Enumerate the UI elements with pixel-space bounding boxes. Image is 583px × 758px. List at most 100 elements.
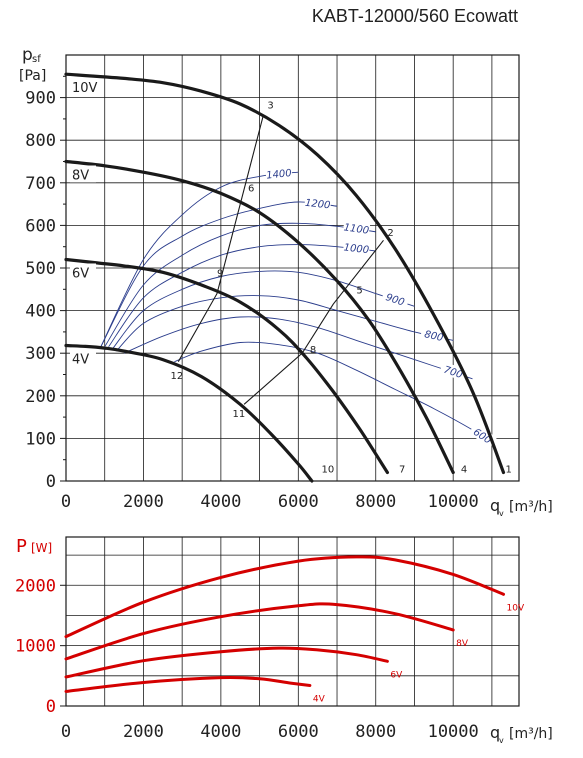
y-tick-label: 900 [25,89,56,109]
power-curve [64,602,455,661]
operating-point-label: 12 [171,371,184,382]
system-line [243,239,384,405]
iso-label-group: 1200 [304,195,332,212]
x-axis-label-sub: v [499,509,504,518]
operating-point-label: 4 [461,464,467,475]
y-tick-label: 300 [25,344,56,364]
y-axis-label: P [16,536,27,557]
series-label: 6V [390,670,403,680]
x-tick-label: 2000 [123,722,164,742]
fan-curve [64,159,455,475]
x-axis-label: q [490,723,500,742]
y-axis-unit: [W] [31,541,52,555]
series-label-bg [70,263,96,281]
iso-label: 900 [384,292,406,308]
x-axis-label: q [490,496,500,515]
x-tick-label: 0 [61,722,71,742]
iso-curve [123,316,473,380]
operating-point-label: 9 [217,269,223,280]
operating-point-label: 2 [387,228,393,239]
fan-curve [64,343,314,483]
operating-point-label: 10 [322,464,335,475]
x-axis-unit: [m³/h] [509,499,553,515]
iso-label: 1000 [343,242,370,256]
y-tick-label: 0 [46,472,56,492]
operating-point-label: 6 [248,183,254,194]
series-label-bg [70,165,96,183]
operating-point-label: 1 [505,464,511,475]
plot-frame [65,536,520,707]
fan-curve [64,257,389,475]
iso-label-bg [342,240,371,256]
iso-label: 1100 [343,222,370,236]
series-label: 4V [313,694,326,704]
y-tick-label: 700 [25,174,56,194]
y-tick-label: 1000 [15,637,56,657]
y-tick-label: 200 [25,387,56,407]
x-tick-label: 8000 [355,722,396,742]
x-axis-label-sub: v [499,736,504,745]
operating-point-label: 8 [310,345,316,356]
series-label-bg [70,78,96,96]
power-curve [64,646,389,679]
y-tick-label: 600 [25,216,56,236]
x-tick-label: 10000 [428,722,479,742]
series-label: 6V [72,266,89,281]
iso-label: 1200 [304,198,331,212]
y-axis-unit: [Pa] [19,68,46,84]
iso-label: 800 [423,329,444,344]
y-tick-label: 500 [25,259,56,279]
operating-point-label: 3 [267,100,273,111]
iso-label-bg [381,289,410,309]
iso-curve [100,201,338,348]
y-tick-label: 800 [25,131,56,151]
y-axis-label: p [22,45,33,65]
y-tick-label: 0 [46,697,56,717]
iso-curve [174,341,493,444]
power-chart: 0 2000 4000 6000 8000 10000 0 1000 2000 P [W] qv [m³… [15,536,553,745]
x-tick-label: 4000 [200,722,241,742]
y-tick-label: 400 [25,302,56,322]
x-tick-label: 4000 [200,492,241,512]
x-tick-label: 2000 [123,492,164,512]
fan-curve [64,72,506,475]
power-curve [64,675,312,693]
iso-curve [115,295,454,352]
operating-point-label: 11 [232,409,245,420]
series-label: 10V [72,81,98,96]
iso-curve [104,222,376,348]
x-tick-label: 8000 [355,492,396,512]
iso-label-bg [468,423,497,448]
iso-label-group: 1400 [265,165,293,182]
iso-curve [108,244,376,348]
system-line [177,114,265,362]
x-tick-label: 6000 [278,722,319,742]
series-label: 8V [72,169,89,184]
series-label-bg [70,349,96,367]
iso-label-bg [342,220,371,236]
iso-curve [112,270,415,350]
x-tick-label: 10000 [428,492,479,512]
iso-label: 1400 [266,168,293,182]
x-tick-label: 6000 [278,492,319,512]
iso-label-bg [304,195,332,211]
operating-point-label: 7 [399,464,405,475]
x-axis-unit: [m³/h] [509,726,553,742]
x-tick-label: 0 [61,492,71,512]
iso-label-group: 900 [381,289,410,309]
iso-label-group: 1000 [342,240,371,256]
operating-point-label: 5 [356,286,362,297]
iso-curve [100,171,299,347]
y-axis-label-sub: sf [32,54,41,65]
power-curve [64,555,505,639]
iso-label-bg [439,361,468,382]
series-label: 10V [507,603,525,613]
y-tick-label: 2000 [15,576,56,596]
pressure-chart: 0 2000 4000 6000 8000 10000 0 100 200 300 400 500 60… [19,45,553,518]
iso-label-group: 1100 [342,220,371,237]
series-label: 8V [456,639,469,649]
iso-label-bg [265,165,293,181]
y-tick-label: 100 [25,429,56,449]
series-label: 4V [72,353,89,368]
